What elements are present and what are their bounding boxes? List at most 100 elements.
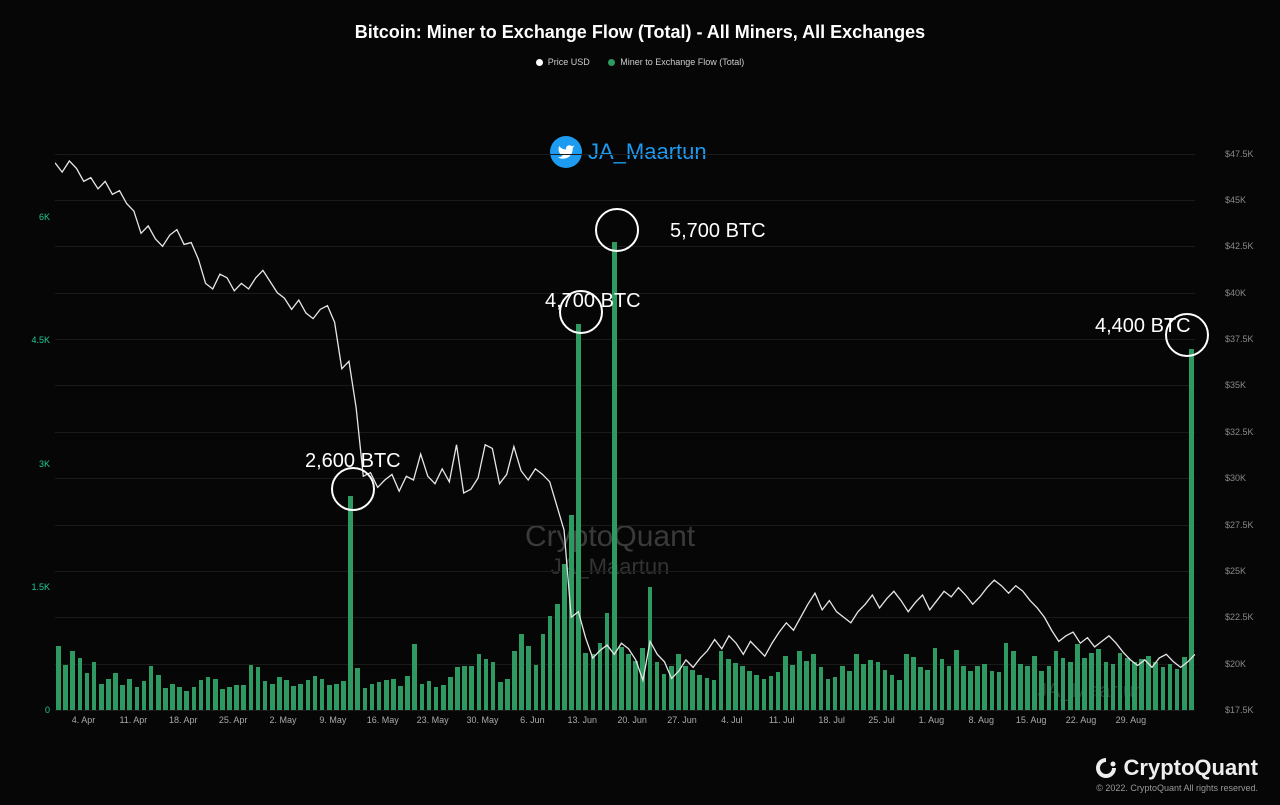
flow-bar (1182, 657, 1187, 710)
x-axis-tick: 16. May (367, 715, 399, 725)
right-axis-tick: $20K (1225, 659, 1270, 669)
x-axis-tick: 13. Jun (567, 715, 597, 725)
flow-bar (655, 662, 660, 710)
right-axis-tick: $37.5K (1225, 334, 1270, 344)
left-axis-tick: 0 (15, 705, 50, 715)
flow-bar (106, 679, 111, 710)
x-axis-tick: 29. Aug (1116, 715, 1147, 725)
flow-bar (868, 660, 873, 710)
x-axis-tick: 4. Jul (721, 715, 743, 725)
grid-line (55, 385, 1195, 386)
flow-bar (1011, 651, 1016, 710)
flow-bar (1139, 659, 1144, 710)
grid-line (55, 571, 1195, 572)
flow-bar (576, 324, 581, 710)
flow-bar (234, 685, 239, 710)
right-axis-tick: $45K (1225, 195, 1270, 205)
flow-bar (1111, 664, 1116, 710)
flow-bar (256, 667, 261, 710)
right-y-axis: $17.5K$20K$22.5K$25K$27.5K$30K$32.5K$35K… (1225, 135, 1270, 710)
flow-bar (811, 654, 816, 710)
flow-bar (263, 681, 268, 710)
flow-bar (63, 665, 68, 710)
x-axis-tick: 22. Aug (1066, 715, 1097, 725)
flow-bar (149, 666, 154, 710)
flow-bar (512, 651, 517, 710)
flow-bar (541, 634, 546, 710)
x-axis-tick: 4. Apr (72, 715, 96, 725)
flow-bar (291, 686, 296, 710)
flow-bar (498, 682, 503, 710)
flow-bar (92, 662, 97, 710)
flow-bar (790, 665, 795, 710)
flow-bar (740, 666, 745, 710)
flow-bar (1089, 653, 1094, 711)
flow-bar (1096, 649, 1101, 710)
x-axis-tick: 30. May (466, 715, 498, 725)
flow-bar (270, 684, 275, 710)
x-axis: 4. Apr11. Apr18. Apr25. Apr2. May9. May1… (55, 715, 1195, 735)
flow-bar (127, 679, 132, 710)
flow-bar (313, 676, 318, 711)
brand-logo: CryptoQuant (1094, 755, 1258, 781)
grid-line (55, 339, 1195, 340)
flow-bar (662, 674, 667, 710)
flow-bar (334, 684, 339, 710)
flow-bar (562, 564, 567, 710)
grid-line (55, 617, 1195, 618)
flow-bar (619, 647, 624, 710)
flow-bar (683, 666, 688, 710)
flow-bar (298, 684, 303, 710)
flow-bar (1082, 658, 1087, 710)
flow-bar (705, 678, 710, 710)
flow-bar (1075, 644, 1080, 710)
left-axis-tick: 4.5K (15, 335, 50, 345)
flow-bar (526, 646, 531, 710)
flow-bar (377, 682, 382, 710)
flow-bar (990, 671, 995, 710)
flow-bar (1161, 667, 1166, 710)
cryptoquant-icon (1094, 756, 1118, 780)
flow-bar (555, 604, 560, 710)
flow-bar (747, 671, 752, 710)
right-axis-tick: $27.5K (1225, 520, 1270, 530)
flow-bar (412, 644, 417, 710)
flow-bar (861, 664, 866, 710)
left-axis-tick: 3K (15, 459, 50, 469)
flow-bar (462, 666, 467, 710)
flow-bar (1189, 349, 1194, 710)
flow-bar (776, 672, 781, 710)
flow-bar (341, 681, 346, 710)
flow-bar (99, 684, 104, 710)
flow-bar (427, 681, 432, 710)
flow-bar (227, 687, 232, 710)
flow-bar (954, 650, 959, 710)
flow-bar (455, 667, 460, 710)
grid-line (55, 200, 1195, 201)
flow-bar (206, 677, 211, 710)
flow-bar (548, 616, 553, 710)
x-axis-tick: 15. Aug (1016, 715, 1047, 725)
x-axis-tick: 18. Apr (169, 715, 198, 725)
flow-bar (762, 679, 767, 710)
flow-bar (398, 686, 403, 710)
copyright-text: © 2022. CryptoQuant All rights reserved. (1094, 783, 1258, 793)
flow-bar (85, 673, 90, 710)
right-axis-tick: $40K (1225, 288, 1270, 298)
flow-bar (484, 659, 489, 710)
flow-bar (883, 670, 888, 710)
flow-bar (1146, 656, 1151, 710)
left-axis-tick: 6K (15, 212, 50, 222)
flow-bar (277, 677, 282, 710)
flow-bar (469, 666, 474, 710)
flow-bar (591, 654, 596, 710)
flow-bar (163, 688, 168, 710)
legend-flow: Miner to Exchange Flow (Total) (608, 57, 744, 67)
flow-bar (982, 664, 987, 710)
flow-bar (78, 658, 83, 710)
x-axis-tick: 25. Apr (219, 715, 248, 725)
flow-bar (384, 680, 389, 710)
x-axis-tick: 27. Jun (667, 715, 697, 725)
flow-bar (391, 679, 396, 710)
grid-line (55, 478, 1195, 479)
